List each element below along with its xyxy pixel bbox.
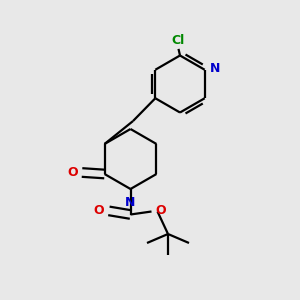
Text: N: N — [125, 196, 136, 208]
Text: Cl: Cl — [172, 34, 185, 47]
Text: N: N — [210, 62, 220, 75]
Text: O: O — [156, 204, 166, 218]
Text: O: O — [67, 166, 77, 179]
Text: O: O — [94, 204, 104, 217]
